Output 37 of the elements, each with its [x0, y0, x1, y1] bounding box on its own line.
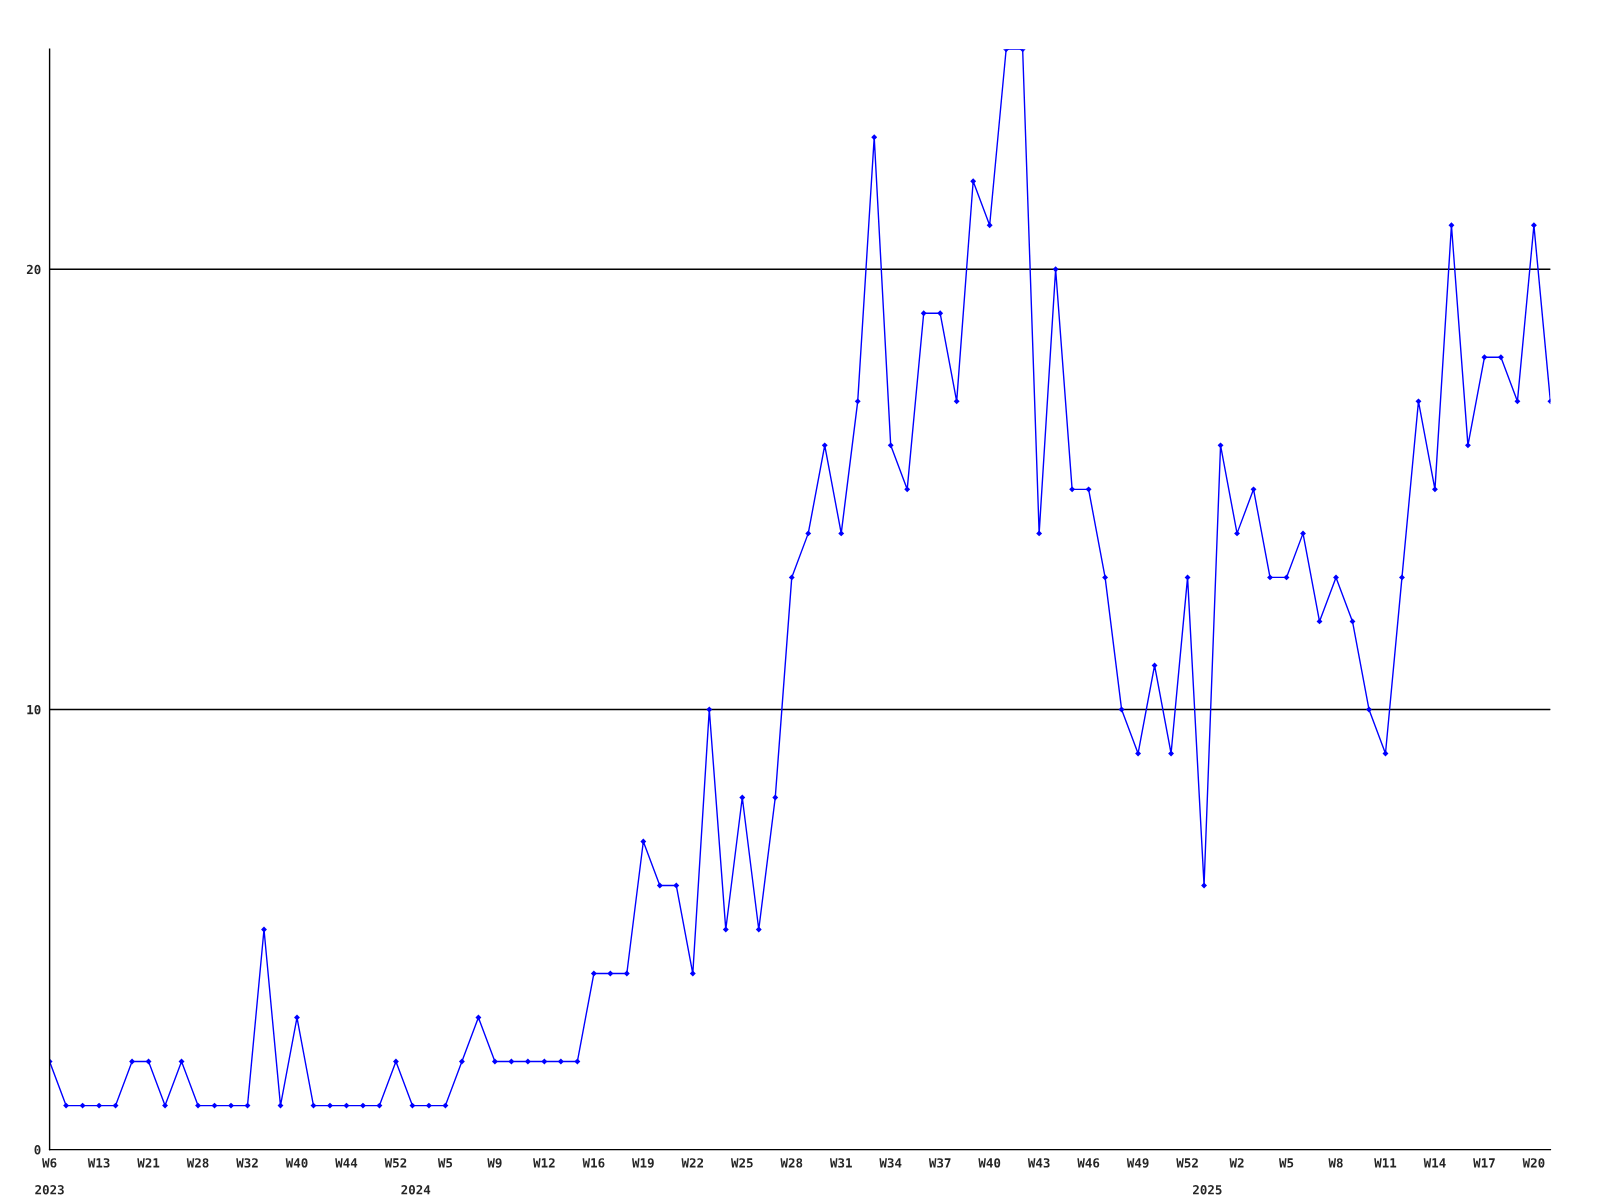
x-tick-label: W13: [87, 1158, 110, 1168]
x-tick-label: W14: [1423, 1158, 1446, 1168]
y-tick-label: 0: [34, 1145, 41, 1155]
x-tick-label: W37: [928, 1158, 951, 1168]
x-tick-label: W6: [42, 1158, 57, 1168]
x-tick-label: W44: [335, 1158, 358, 1168]
x-tick-label: W43: [1027, 1158, 1050, 1168]
x-tick-label: W25: [730, 1158, 753, 1168]
x-tick-label: W32: [236, 1158, 258, 1168]
x-tick-label: W21: [137, 1158, 160, 1168]
text: 2024: [401, 1185, 431, 1195]
x-tick-label: W49: [1126, 1158, 1149, 1168]
x-tick-label: W52: [1176, 1158, 1198, 1168]
x-tick-label: W52: [384, 1158, 407, 1168]
text: 2025: [1193, 1185, 1222, 1195]
y-tick-label: 20: [26, 264, 41, 275]
x-tick-label: W19: [632, 1158, 654, 1168]
x-tick-label: W5: [1279, 1158, 1294, 1168]
x-tick-label: W17: [1473, 1158, 1495, 1168]
x-tick-label: W11: [1374, 1158, 1397, 1168]
x-tick-label: W22: [681, 1158, 704, 1168]
x-tick-label: W16: [582, 1158, 605, 1168]
x-tick-label: W46: [1077, 1158, 1100, 1168]
x-tick-label: W12: [533, 1158, 555, 1168]
x-tick-label: W28: [780, 1158, 803, 1168]
y-tick-label: 10: [27, 704, 41, 715]
x-tick-label: W34: [879, 1158, 902, 1168]
x-tick-label: W5: [437, 1158, 453, 1168]
x-tick-label: W20: [1522, 1158, 1545, 1168]
x-tick-label: W8: [1328, 1158, 1343, 1168]
x-tick-label: W40: [285, 1158, 308, 1168]
x-tick-label: W31: [829, 1158, 852, 1168]
x-tick-label: W28: [186, 1158, 209, 1168]
x-tick-label: W2: [1229, 1158, 1244, 1168]
text: 2023: [35, 1185, 64, 1195]
x-tick-label: W40: [978, 1158, 1001, 1168]
x-tick-label: W9: [487, 1158, 502, 1168]
